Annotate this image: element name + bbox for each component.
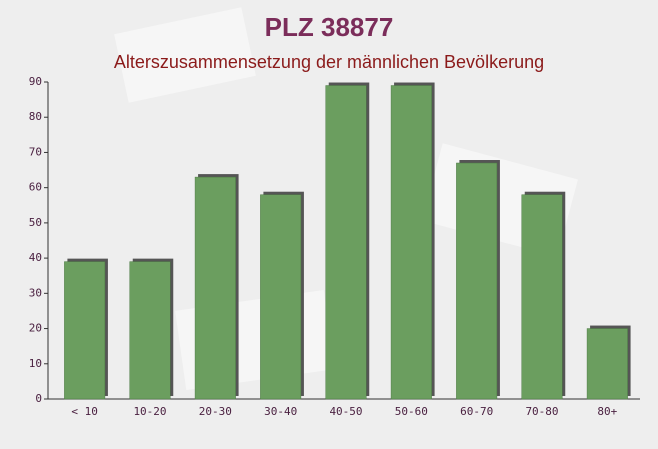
decoration — [114, 7, 256, 103]
y-tick-label: 40 — [29, 251, 42, 264]
y-tick-label: 90 — [29, 75, 42, 88]
chart-title: PLZ 38877 — [265, 12, 394, 42]
bar — [325, 85, 367, 400]
x-tick-label: 30-40 — [264, 405, 297, 418]
x-tick-label: 50-60 — [395, 405, 428, 418]
x-tick-label: 40-50 — [329, 405, 362, 418]
x-tick-label: 60-70 — [460, 405, 493, 418]
x-tick-label: 10-20 — [133, 405, 166, 418]
y-tick-label: 50 — [29, 216, 42, 229]
bar — [521, 194, 563, 400]
bar — [456, 162, 498, 400]
x-tick-label: 20-30 — [199, 405, 232, 418]
y-tick-label: 10 — [29, 357, 42, 370]
y-tick-label: 70 — [29, 145, 42, 158]
x-tick-label: 80+ — [597, 405, 617, 418]
chart-subtitle: Alterszusammensetzung der männlichen Bev… — [114, 52, 544, 72]
y-tick-label: 0 — [35, 392, 42, 405]
bar — [586, 328, 628, 400]
x-tick-label: < 10 — [71, 405, 98, 418]
y-tick-label: 30 — [29, 286, 42, 299]
y-tick-label: 60 — [29, 181, 42, 194]
x-tick-label: 70-80 — [525, 405, 558, 418]
bar — [64, 261, 106, 400]
bar — [129, 261, 171, 400]
bar — [390, 85, 432, 400]
y-tick-label: 20 — [29, 322, 42, 335]
y-tick-label: 80 — [29, 110, 42, 123]
bar — [260, 194, 302, 400]
bar — [194, 176, 236, 400]
